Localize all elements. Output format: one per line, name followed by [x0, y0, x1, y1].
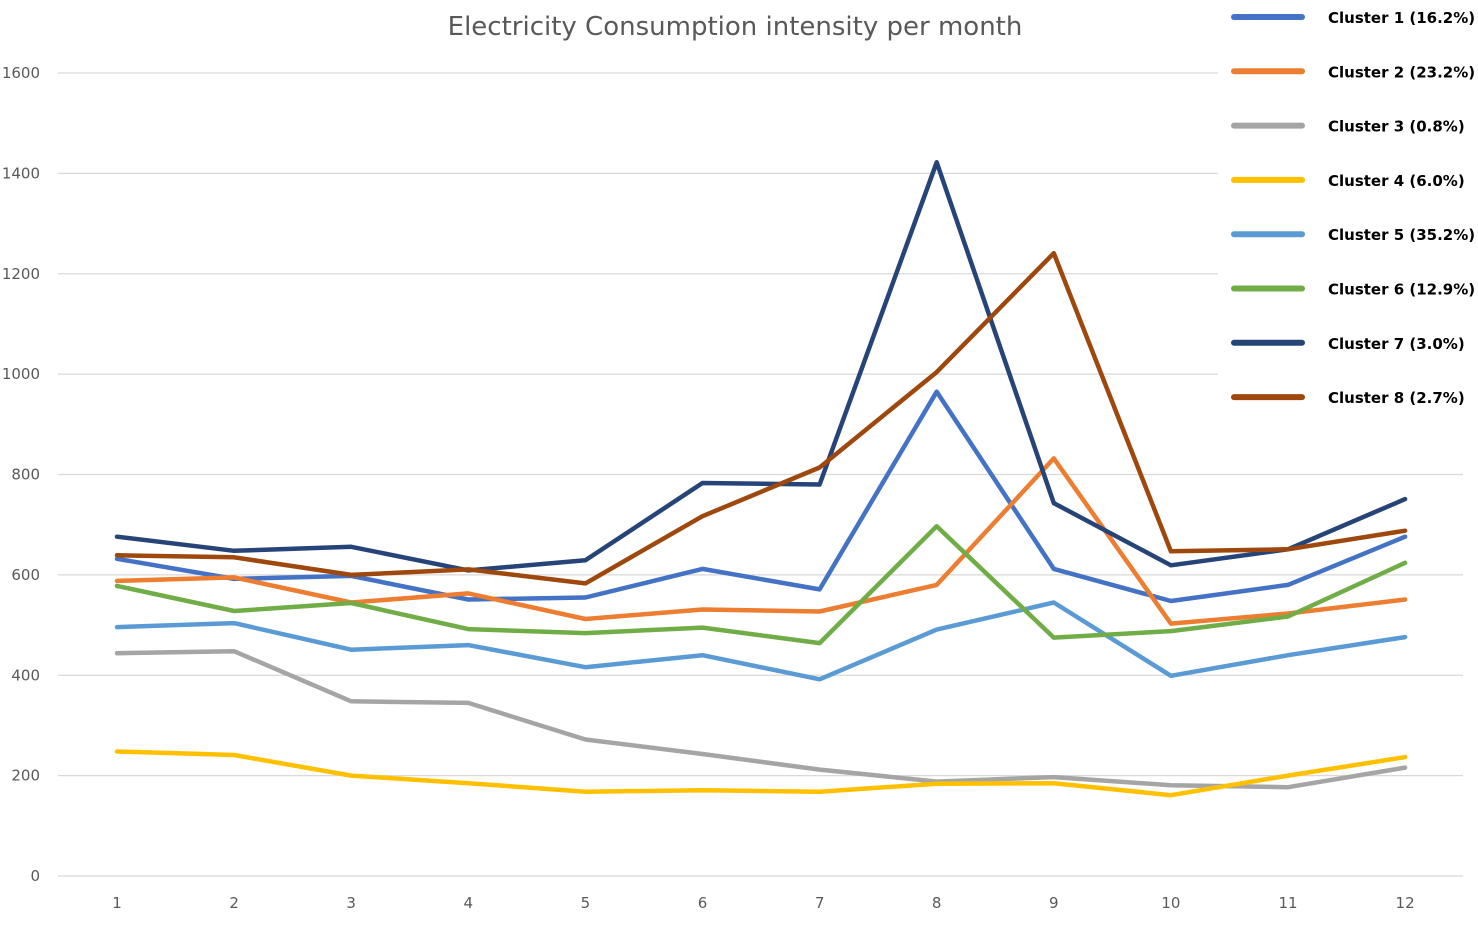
series-line — [114, 600, 1408, 682]
legend-label: Cluster 8 (2.7%) — [1328, 389, 1465, 407]
legend-item: Cluster 3 (0.8%) — [1231, 118, 1465, 136]
y-tick-label: 1400 — [2, 164, 40, 182]
legend-label: Cluster 6 (12.9%) — [1328, 281, 1475, 299]
series-8 — [114, 250, 1408, 586]
series-5 — [114, 600, 1408, 682]
series-2 — [114, 456, 1408, 626]
series-7 — [114, 160, 1408, 573]
x-tick-label: 6 — [698, 894, 708, 912]
x-tick-label: 3 — [346, 894, 356, 912]
series-line — [114, 749, 1408, 798]
y-axis-ticks: 0 200 400 600 800 1000 1200 1400 1600 — [2, 64, 40, 885]
series-6 — [114, 523, 1408, 646]
legend-label: Cluster 7 (3.0%) — [1328, 335, 1465, 353]
series-line — [114, 250, 1408, 586]
series-4 — [114, 749, 1408, 798]
x-tick-label: 7 — [815, 894, 825, 912]
series-line — [114, 389, 1408, 604]
legend-label: Cluster 1 (16.2%) — [1328, 9, 1475, 27]
y-tick-label: 600 — [11, 566, 40, 584]
legend-item: Cluster 1 (16.2%) — [1231, 9, 1475, 27]
x-tick-label: 4 — [464, 894, 474, 912]
legend-item: Cluster 7 (3.0%) — [1231, 335, 1465, 353]
y-tick-label: 400 — [11, 666, 40, 684]
x-tick-label: 1 — [112, 894, 122, 912]
legend-item: Cluster 8 (2.7%) — [1231, 389, 1465, 407]
gridlines — [58, 72, 1463, 877]
y-tick-label: 1200 — [2, 265, 40, 283]
legend-label: Cluster 3 (0.8%) — [1328, 118, 1465, 136]
x-tick-label: 12 — [1396, 894, 1415, 912]
series-line — [114, 456, 1408, 626]
x-tick-label: 10 — [1161, 894, 1180, 912]
series-line — [114, 648, 1408, 790]
y-tick-label: 800 — [11, 466, 40, 484]
legend-label: Cluster 4 (6.0%) — [1328, 172, 1465, 190]
y-tick-label: 200 — [11, 767, 40, 785]
y-tick-label: 0 — [30, 867, 40, 885]
legend-label: Cluster 2 (23.2%) — [1328, 63, 1475, 81]
x-tick-label: 9 — [1049, 894, 1059, 912]
chart-title: Electricity Consumption intensity per mo… — [448, 12, 1023, 42]
legend-item: Cluster 5 (35.2%) — [1231, 226, 1475, 244]
legend-label: Cluster 5 (35.2%) — [1328, 226, 1475, 244]
legend-item: Cluster 6 (12.9%) — [1231, 281, 1475, 299]
series-line — [114, 523, 1408, 646]
x-tick-label: 11 — [1278, 894, 1297, 912]
x-axis-ticks: 1 2 3 4 5 6 7 8 9 10 11 12 — [112, 894, 1414, 912]
legend-item: Cluster 4 (6.0%) — [1231, 172, 1465, 190]
series-line — [114, 160, 1408, 573]
y-tick-label: 1600 — [2, 64, 40, 82]
legend-item: Cluster 2 (23.2%) — [1231, 63, 1475, 81]
x-tick-label: 8 — [932, 894, 942, 912]
x-tick-label: 2 — [229, 894, 239, 912]
y-tick-label: 1000 — [2, 365, 40, 383]
x-tick-label: 5 — [581, 894, 591, 912]
legend: Cluster 1 (16.2%) Cluster 2 (23.2%) Cluste… — [1231, 9, 1475, 407]
series-lines — [114, 160, 1408, 798]
